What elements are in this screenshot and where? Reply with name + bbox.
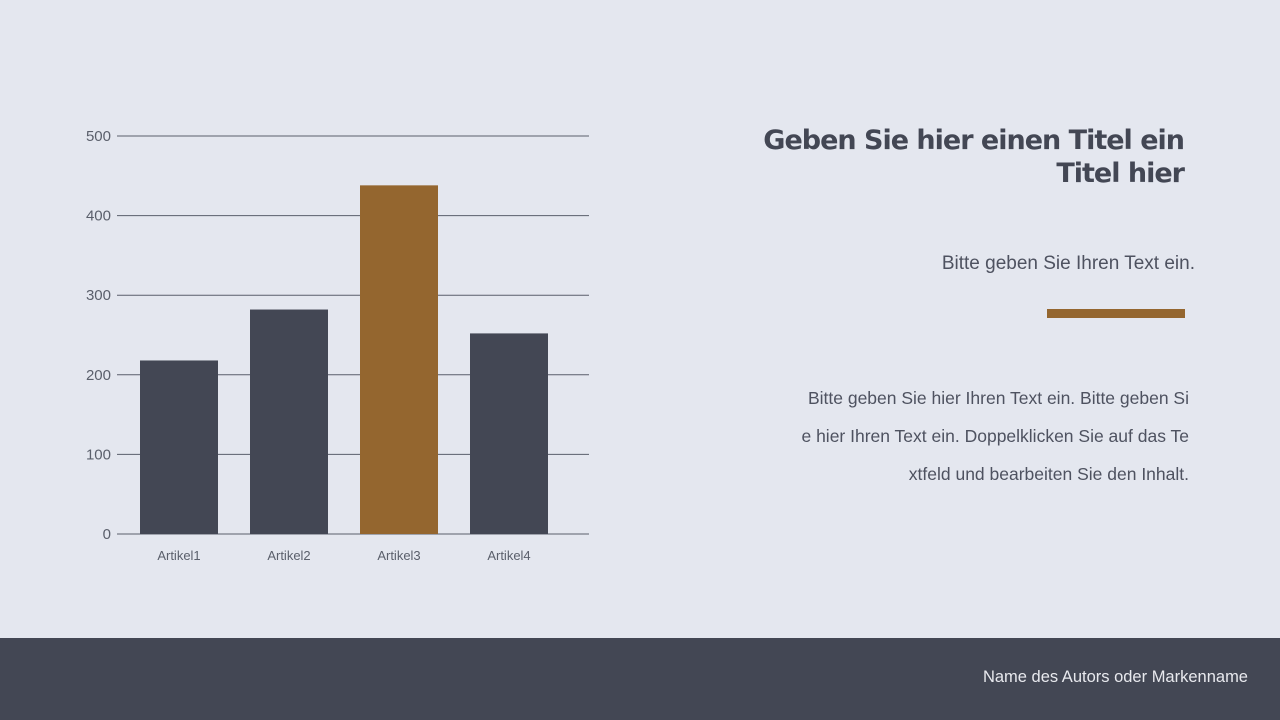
x-tick-label-artikel2: Artikel2 [267,548,310,563]
body-text: Bitte geben Sie hier Ihren Text ein. Bit… [749,379,1189,493]
accent-divider [1047,309,1185,318]
x-tick-label-artikel3: Artikel3 [377,548,420,563]
body-line-3: xtfeld und bearbeiten Sie den Inhalt. [908,464,1189,484]
footer-bar: Name des Autors oder Markenname [0,638,1280,720]
bar-artikel2 [250,309,328,534]
slide-title: Geben Sie hier einen Titel ein Titel hie… [664,124,1185,190]
bar-chart-svg: 0 100 200 300 400 500 Artikel1 Artikel2 Artikel3… [86,128,589,563]
x-tick-label-artikel4: Artikel4 [487,548,530,563]
y-tick-label-200: 200 [86,367,111,384]
title-line-2: Titel hier [1056,158,1185,189]
bar-artikel4 [470,333,548,534]
body-line-1: Bitte geben Sie hier Ihren Text ein. Bit… [807,388,1189,408]
x-tick-label-artikel1: Artikel1 [157,548,200,563]
y-tick-label-100: 100 [86,446,111,463]
bar-artikel3 [360,185,438,534]
y-tick-label-400: 400 [86,208,111,225]
subtitle-text: Bitte geben Sie Ihren Text ein. [941,253,1195,274]
title-line-1: Geben Sie hier einen Titel ein [763,125,1185,156]
body-line-2: e hier Ihren Text ein. Doppelklicken Sie… [801,426,1189,446]
y-tick-label-0: 0 [103,526,111,543]
footer-author: Name des Autors oder Markenname [982,668,1248,686]
y-tick-label-500: 500 [86,128,111,145]
y-tick-label-300: 300 [86,287,111,304]
bar-artikel1 [140,360,218,534]
bar-chart: 0 100 200 300 400 500 Artikel1 Artikel2 Artikel3… [60,110,620,580]
